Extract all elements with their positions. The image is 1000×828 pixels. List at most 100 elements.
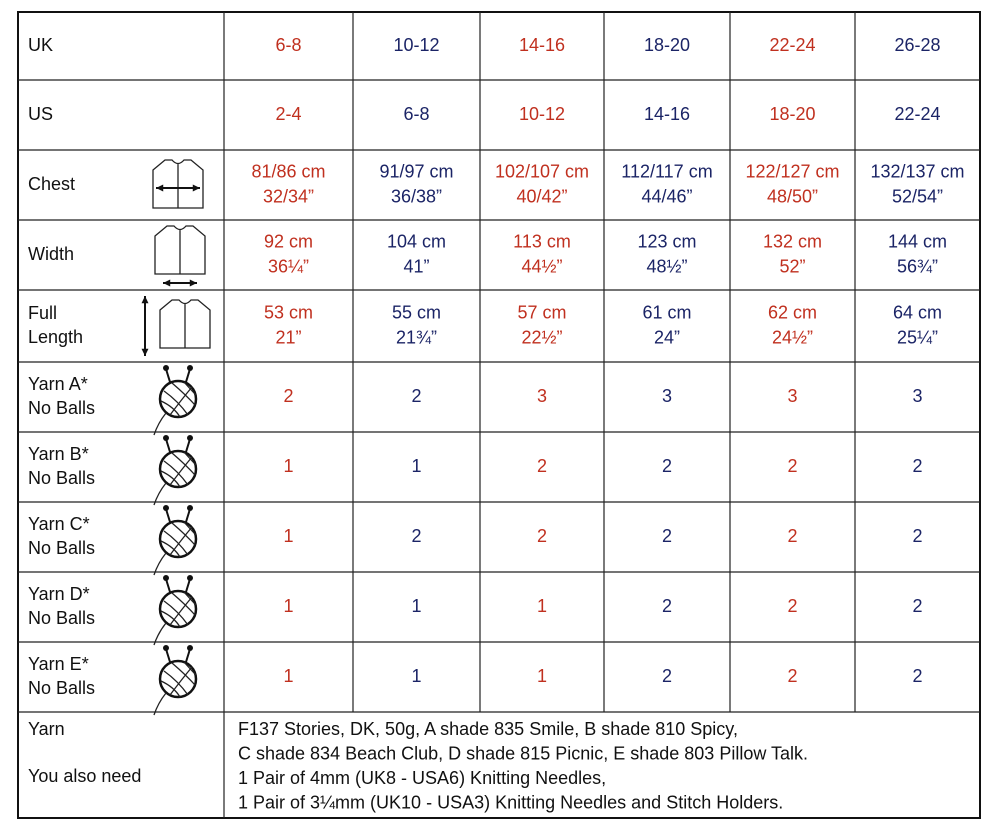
cell-value: 14-16 bbox=[644, 104, 690, 124]
cell-value: 26-28 bbox=[894, 35, 940, 55]
needle-knob bbox=[163, 575, 169, 581]
needle-knob bbox=[163, 365, 169, 371]
cell-value: 61 cm bbox=[642, 302, 691, 322]
cell-value: 132 cm bbox=[763, 231, 822, 251]
needle-knob bbox=[187, 645, 193, 651]
garment-icon bbox=[154, 225, 206, 275]
arrow-head bbox=[141, 348, 149, 356]
cell-value: 52” bbox=[779, 256, 805, 276]
cell-value: 2 bbox=[787, 666, 797, 686]
cell-value: 104 cm bbox=[387, 231, 446, 251]
needle-knob bbox=[163, 435, 169, 441]
cell-value: 2-4 bbox=[275, 104, 301, 124]
cell-value: 44/46” bbox=[641, 186, 692, 206]
cell-value: 2 bbox=[662, 456, 672, 476]
cell-value: 22-24 bbox=[769, 35, 815, 55]
yarn-strands bbox=[160, 521, 197, 558]
cell-value: 81/86 cm bbox=[251, 161, 325, 181]
cell-value: 102/107 cm bbox=[495, 161, 589, 181]
cell-value: 92 cm bbox=[264, 231, 313, 251]
row-label: No Balls bbox=[28, 398, 95, 418]
cell-value: 18-20 bbox=[769, 104, 815, 124]
arrow-head bbox=[163, 279, 171, 287]
yarn-ball bbox=[158, 659, 198, 699]
footer-label: You also need bbox=[28, 766, 141, 786]
yarn-strands bbox=[160, 451, 197, 488]
cell-value: 1 bbox=[283, 526, 293, 546]
yarn-tail bbox=[153, 482, 167, 506]
cell-value: 2 bbox=[411, 386, 421, 406]
cell-value: 122/127 cm bbox=[745, 161, 839, 181]
cell-value: 14-16 bbox=[519, 35, 565, 55]
cell-value: 55 cm bbox=[392, 302, 441, 322]
cell-value: 25¼” bbox=[897, 327, 938, 347]
cell-value: 41” bbox=[403, 256, 429, 276]
yarn-tail bbox=[153, 552, 167, 576]
row-label: Yarn E* bbox=[28, 654, 89, 674]
cell-value: 2 bbox=[283, 386, 293, 406]
cell-value: 56¾” bbox=[897, 256, 938, 276]
footer-line: F137 Stories, DK, 50g, A shade 835 Smile… bbox=[238, 719, 738, 739]
row-label: No Balls bbox=[28, 608, 95, 628]
cell-value: 48½” bbox=[646, 256, 687, 276]
cell-value: 2 bbox=[787, 596, 797, 616]
cell-value: 2 bbox=[787, 526, 797, 546]
cell-value: 52/54” bbox=[892, 186, 943, 206]
row-label: Width bbox=[28, 244, 74, 264]
cell-value: 3 bbox=[537, 386, 547, 406]
cell-value: 2 bbox=[912, 666, 922, 686]
footer-line: 1 Pair of 3¼mm (UK10 - USA3) Knitting Ne… bbox=[238, 792, 783, 812]
yarn-ball bbox=[158, 449, 198, 489]
needle-knob bbox=[187, 575, 193, 581]
cell-value: 3 bbox=[912, 386, 922, 406]
cell-value: 64 cm bbox=[893, 302, 942, 322]
cell-value: 10-12 bbox=[393, 35, 439, 55]
arrow-head bbox=[189, 279, 197, 287]
cell-value: 2 bbox=[912, 596, 922, 616]
arrow-head bbox=[141, 296, 149, 304]
row-label: UK bbox=[28, 35, 53, 55]
yarn-tail bbox=[153, 412, 167, 436]
cell-value: 22½” bbox=[521, 327, 562, 347]
cell-value: 24” bbox=[654, 327, 680, 347]
cell-value: 2 bbox=[537, 526, 547, 546]
cell-value: 1 bbox=[411, 456, 421, 476]
cell-value: 2 bbox=[912, 526, 922, 546]
cell-value: 21” bbox=[275, 327, 301, 347]
cell-value: 62 cm bbox=[768, 302, 817, 322]
footer-label: Yarn bbox=[28, 719, 65, 739]
cell-value: 1 bbox=[411, 596, 421, 616]
cell-value: 113 cm bbox=[513, 231, 571, 251]
cell-value: 32/34” bbox=[263, 186, 314, 206]
yarn-strands bbox=[160, 661, 197, 698]
cell-value: 2 bbox=[912, 456, 922, 476]
cell-value: 1 bbox=[537, 666, 547, 686]
yarn-tail bbox=[153, 622, 167, 646]
row-label: Yarn D* bbox=[28, 584, 90, 604]
cell-value: 21¾” bbox=[396, 327, 437, 347]
cell-value: 48/50” bbox=[767, 186, 818, 206]
yarn-tail bbox=[153, 692, 167, 716]
cell-value: 144 cm bbox=[888, 231, 947, 251]
yarn-ball bbox=[158, 379, 198, 419]
cell-value: 1 bbox=[537, 596, 547, 616]
footer-line: 1 Pair of 4mm (UK8 - USA6) Knitting Need… bbox=[238, 768, 606, 788]
row-label: Length bbox=[28, 327, 83, 347]
yarn-strands bbox=[160, 381, 197, 418]
row-label: Full bbox=[28, 303, 57, 323]
cell-value: 36/38” bbox=[391, 186, 442, 206]
row-label: Chest bbox=[28, 174, 75, 194]
cell-value: 3 bbox=[787, 386, 797, 406]
needle-knob bbox=[187, 505, 193, 511]
cell-value: 3 bbox=[662, 386, 672, 406]
yarn-ball bbox=[158, 519, 198, 559]
yarn-strands bbox=[160, 591, 197, 628]
cell-value: 2 bbox=[662, 596, 672, 616]
arrow-head bbox=[156, 184, 164, 192]
cell-value: 18-20 bbox=[644, 35, 690, 55]
needle-knob bbox=[163, 505, 169, 511]
row-label: Yarn A* bbox=[28, 374, 88, 394]
cell-value: 6-8 bbox=[275, 35, 301, 55]
cell-value: 6-8 bbox=[403, 104, 429, 124]
